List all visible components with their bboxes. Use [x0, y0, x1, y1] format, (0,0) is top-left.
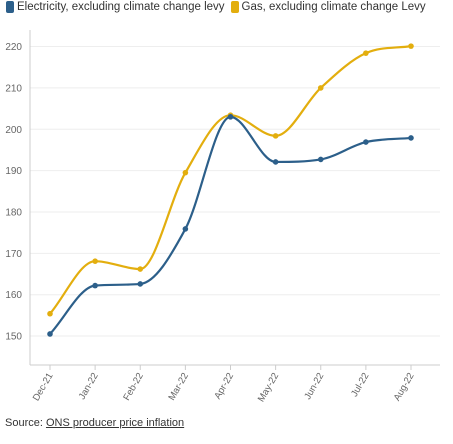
data-point-gas[interactable]	[408, 43, 414, 49]
y-tick-label: 160	[5, 290, 22, 301]
data-point-electricity[interactable]	[363, 139, 369, 145]
x-tick-label: Aug-22	[392, 371, 417, 403]
series-line-gas	[49, 45, 412, 315]
data-point-gas[interactable]	[47, 310, 53, 317]
legend-label-electricity: Electricity, excluding climate change le…	[17, 1, 225, 13]
x-tick-label: Feb-22	[121, 371, 146, 403]
data-point-gas[interactable]	[363, 50, 369, 56]
legend-item-gas[interactable]: Gas, excluding climate change Levy	[230, 1, 426, 13]
x-tick-label: May-22	[256, 371, 281, 404]
source-link[interactable]: ONS producer price inflation	[45, 417, 185, 429]
x-tick-label: Jan-22	[77, 371, 101, 402]
data-point-electricity[interactable]	[272, 159, 279, 165]
x-tick-label: Apr-22	[212, 371, 236, 401]
y-tick-label: 220	[5, 42, 22, 53]
legend-label-gas: Gas, excluding climate change Levy	[241, 1, 426, 13]
legend-item-electricity[interactable]: Electricity, excluding climate change le…	[6, 1, 225, 13]
y-tick-label: 150	[5, 332, 22, 343]
x-tick-label: Mar-22	[166, 371, 191, 403]
y-tick-label: 200	[5, 125, 22, 136]
data-point-electricity[interactable]	[92, 282, 98, 289]
legend: Electricity, excluding climate change le…	[6, 1, 432, 13]
source-note: Source: ONS producer price inflation	[5, 417, 184, 429]
x-tick-label: Jun-22	[302, 371, 326, 402]
x-tick-label: Dec-21	[31, 371, 56, 403]
source-prefix: Source:	[5, 417, 46, 429]
axis-layer: 150 160 170 180 190 200 210 220 Dec-21 Jan-22 Feb-…	[5, 30, 440, 404]
grid-layer	[30, 46, 440, 337]
y-tick-label: 210	[5, 83, 22, 94]
data-point-gas[interactable]	[317, 85, 324, 91]
data-point-gas[interactable]	[92, 258, 98, 264]
x-tick-label: Jul-22	[349, 371, 371, 399]
legend-swatch-electricity	[6, 1, 14, 13]
data-point-electricity[interactable]	[408, 135, 414, 141]
data-point-gas[interactable]	[272, 133, 279, 139]
data-point-electricity[interactable]	[182, 226, 189, 232]
y-tick-label: 170	[5, 249, 22, 260]
data-point-gas[interactable]	[137, 266, 144, 272]
data-point-electricity[interactable]	[47, 331, 53, 337]
data-point-electricity[interactable]	[227, 114, 234, 120]
data-point-gas[interactable]	[182, 169, 189, 176]
series-line-electricity	[49, 115, 412, 335]
y-tick-label: 180	[5, 207, 22, 218]
series-layer	[47, 43, 414, 337]
data-point-electricity[interactable]	[137, 281, 144, 287]
y-tick-label: 190	[5, 166, 22, 177]
legend-swatch-gas	[230, 1, 239, 13]
data-point-electricity[interactable]	[317, 156, 324, 163]
